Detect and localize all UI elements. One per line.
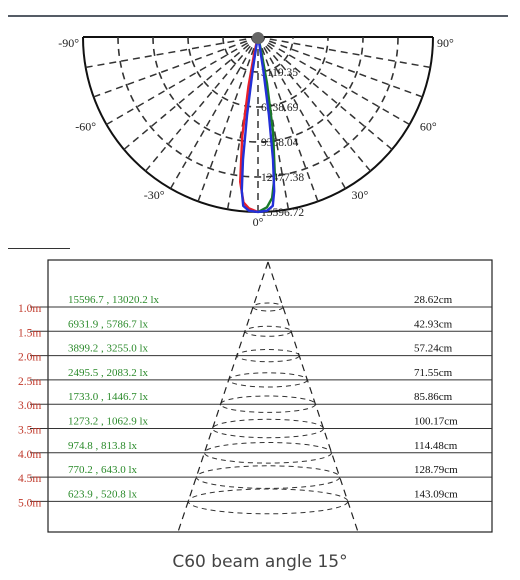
diameter-label: 28.62cm bbox=[414, 294, 453, 306]
polar-angle-label: 90° bbox=[437, 36, 454, 50]
polar-ring bbox=[187, 36, 329, 108]
polar-ring bbox=[117, 36, 399, 178]
illuminance-label: 6931.9 , 5786.7 lx bbox=[68, 318, 149, 330]
polar-angle-label: -30° bbox=[144, 188, 165, 202]
distance-label: 2.0m bbox=[18, 352, 41, 364]
polar-ring-label: 3119.35 bbox=[261, 67, 298, 79]
polar-angle-label: 60° bbox=[420, 120, 437, 134]
polar-spoke bbox=[123, 36, 259, 151]
polar-spoke bbox=[257, 36, 347, 189]
polar-spoke bbox=[257, 36, 393, 151]
beam-ellipse bbox=[203, 442, 333, 464]
beam-ellipse bbox=[212, 418, 324, 439]
distance-label: 4.0m bbox=[18, 449, 41, 461]
diameter-label: 85.86cm bbox=[414, 391, 453, 403]
polar-spoke bbox=[257, 36, 372, 172]
polar-spoke bbox=[257, 36, 319, 202]
polar-spoke bbox=[93, 36, 259, 98]
polar-chart: -90° 90°-60° 60°-30° 30°0°3119.356238.69935… bbox=[58, 32, 454, 229]
polar-angle-label: 30° bbox=[352, 188, 369, 202]
table-frame bbox=[47, 259, 493, 533]
polar-angle-label: -90° bbox=[58, 36, 79, 50]
beam-table-chart: 1.0m 15596.7 , 13020.2 lx 28.62cm 1.5m 6931.… bbox=[18, 259, 493, 533]
distance-label: 1.0m bbox=[18, 303, 41, 315]
diameter-label: 143.09cm bbox=[414, 488, 458, 500]
polar-spoke bbox=[169, 36, 259, 189]
polar-spoke bbox=[257, 36, 410, 126]
beam-ellipse bbox=[252, 302, 284, 312]
illuminance-label: 1733.0 , 1446.7 lx bbox=[68, 391, 149, 403]
polar-ring-label: 12477.38 bbox=[261, 172, 304, 184]
illuminance-label: 770.2 , 643.0 lx bbox=[68, 464, 138, 476]
distance-label: 2.5m bbox=[18, 376, 41, 388]
polar-ring bbox=[222, 36, 294, 73]
distance-label: 5.0m bbox=[18, 497, 41, 509]
light-source-dot bbox=[252, 32, 264, 44]
diameter-label: 114.48cm bbox=[414, 440, 458, 452]
polar-spoke bbox=[257, 36, 431, 69]
diameter-label: 71.55cm bbox=[414, 367, 453, 379]
illuminance-label: 2495.5 , 2083.2 lx bbox=[68, 367, 149, 379]
beam-ellipse bbox=[195, 465, 341, 489]
polar-angle-label: -60° bbox=[75, 120, 96, 134]
polar-ring-label: 15596.72 bbox=[261, 207, 304, 219]
distance-label: 4.5m bbox=[18, 473, 41, 485]
polar-spoke bbox=[197, 36, 259, 202]
illuminance-label: 3899.2 , 3255.0 lx bbox=[68, 343, 149, 355]
chart-caption: C60 beam angle 15° bbox=[172, 552, 348, 572]
polar-spoke bbox=[85, 36, 259, 69]
illuminance-label: 623.9 , 520.8 lx bbox=[68, 488, 138, 500]
polar-spoke bbox=[106, 36, 259, 126]
diameter-label: 57.24cm bbox=[414, 343, 453, 355]
illuminance-label: 15596.7 , 13020.2 lx bbox=[68, 294, 160, 306]
diameter-label: 100.17cm bbox=[414, 416, 458, 428]
illuminance-label: 1273.2 , 1062.9 lx bbox=[68, 416, 149, 428]
polar-spoke bbox=[144, 36, 259, 172]
illuminance-label: 974.8 , 813.8 lx bbox=[68, 440, 138, 452]
polar-angle-label: 0° bbox=[253, 215, 264, 229]
distance-label: 3.5m bbox=[18, 425, 41, 437]
top-divider bbox=[8, 15, 508, 17]
polar-ring bbox=[152, 36, 364, 143]
diameter-label: 128.79cm bbox=[414, 464, 458, 476]
distance-label: 3.0m bbox=[18, 400, 41, 412]
diameter-label: 42.93cm bbox=[414, 318, 453, 330]
section-divider bbox=[8, 248, 70, 249]
polar-spoke bbox=[257, 36, 423, 98]
distance-label: 1.5m bbox=[18, 327, 41, 339]
